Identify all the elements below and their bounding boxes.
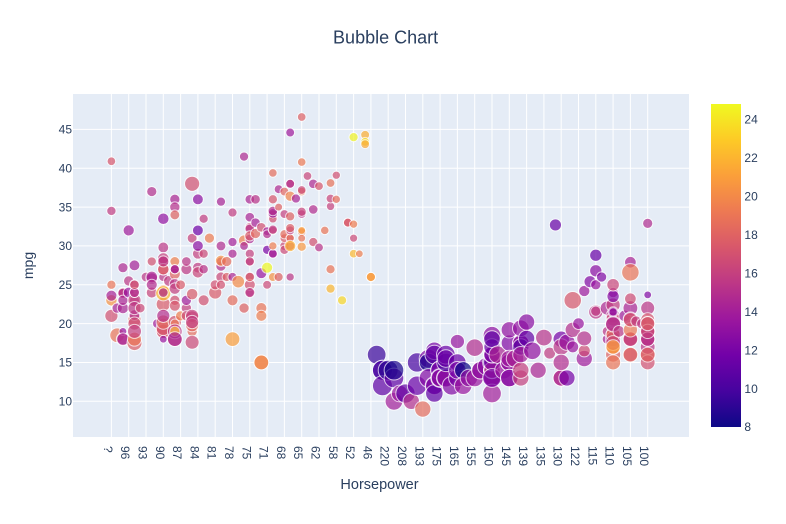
svg-text:71: 71 <box>257 446 271 460</box>
svg-text:208: 208 <box>395 446 409 466</box>
svg-text:105: 105 <box>620 446 634 466</box>
svg-text:45: 45 <box>59 123 73 137</box>
svg-text:62: 62 <box>309 446 323 460</box>
svg-text:139: 139 <box>516 446 530 466</box>
svg-text:24: 24 <box>744 113 758 127</box>
svg-text:193: 193 <box>412 446 426 466</box>
svg-text:65: 65 <box>291 446 305 460</box>
svg-text:14: 14 <box>744 305 758 319</box>
svg-text:18: 18 <box>744 228 758 242</box>
svg-text:220: 220 <box>378 446 392 466</box>
svg-text:93: 93 <box>136 446 150 460</box>
svg-text:35: 35 <box>59 200 73 214</box>
svg-text:90: 90 <box>153 446 167 460</box>
svg-text:52: 52 <box>343 446 357 460</box>
svg-text:58: 58 <box>326 446 340 460</box>
svg-text:84: 84 <box>187 446 201 460</box>
svg-text:12: 12 <box>744 343 758 357</box>
svg-text:22: 22 <box>744 151 758 165</box>
svg-text:155: 155 <box>464 446 478 466</box>
svg-text:10: 10 <box>744 382 758 396</box>
svg-text:75: 75 <box>239 446 253 460</box>
svg-text:135: 135 <box>533 446 547 466</box>
svg-text:8: 8 <box>744 420 751 434</box>
svg-text:40: 40 <box>59 161 73 175</box>
svg-text:16: 16 <box>744 266 758 280</box>
svg-text:30: 30 <box>59 239 73 253</box>
svg-text:10: 10 <box>59 395 73 409</box>
svg-text:15: 15 <box>59 356 73 370</box>
svg-text:68: 68 <box>274 446 288 460</box>
svg-text:20: 20 <box>59 317 73 331</box>
svg-text:25: 25 <box>59 278 73 292</box>
svg-text:46: 46 <box>360 446 374 460</box>
svg-text:145: 145 <box>499 446 513 466</box>
svg-text:175: 175 <box>430 446 444 466</box>
svg-text:mpg: mpg <box>20 252 36 279</box>
svg-text:96: 96 <box>118 446 132 460</box>
svg-text:165: 165 <box>447 446 461 466</box>
svg-text:115: 115 <box>585 446 599 465</box>
svg-text:78: 78 <box>222 446 236 460</box>
svg-text:20: 20 <box>744 189 758 203</box>
svg-text:81: 81 <box>205 446 219 460</box>
svg-text:87: 87 <box>170 446 184 460</box>
svg-text:150: 150 <box>482 446 496 466</box>
svg-text:100: 100 <box>637 446 651 466</box>
svg-text:110: 110 <box>603 446 617 465</box>
svg-text:122: 122 <box>568 446 582 466</box>
svg-text:Bubble Chart: Bubble Chart <box>333 28 438 48</box>
svg-text:?: ? <box>101 446 115 453</box>
svg-text:130: 130 <box>551 446 565 466</box>
svg-text:Horsepower: Horsepower <box>340 477 418 493</box>
